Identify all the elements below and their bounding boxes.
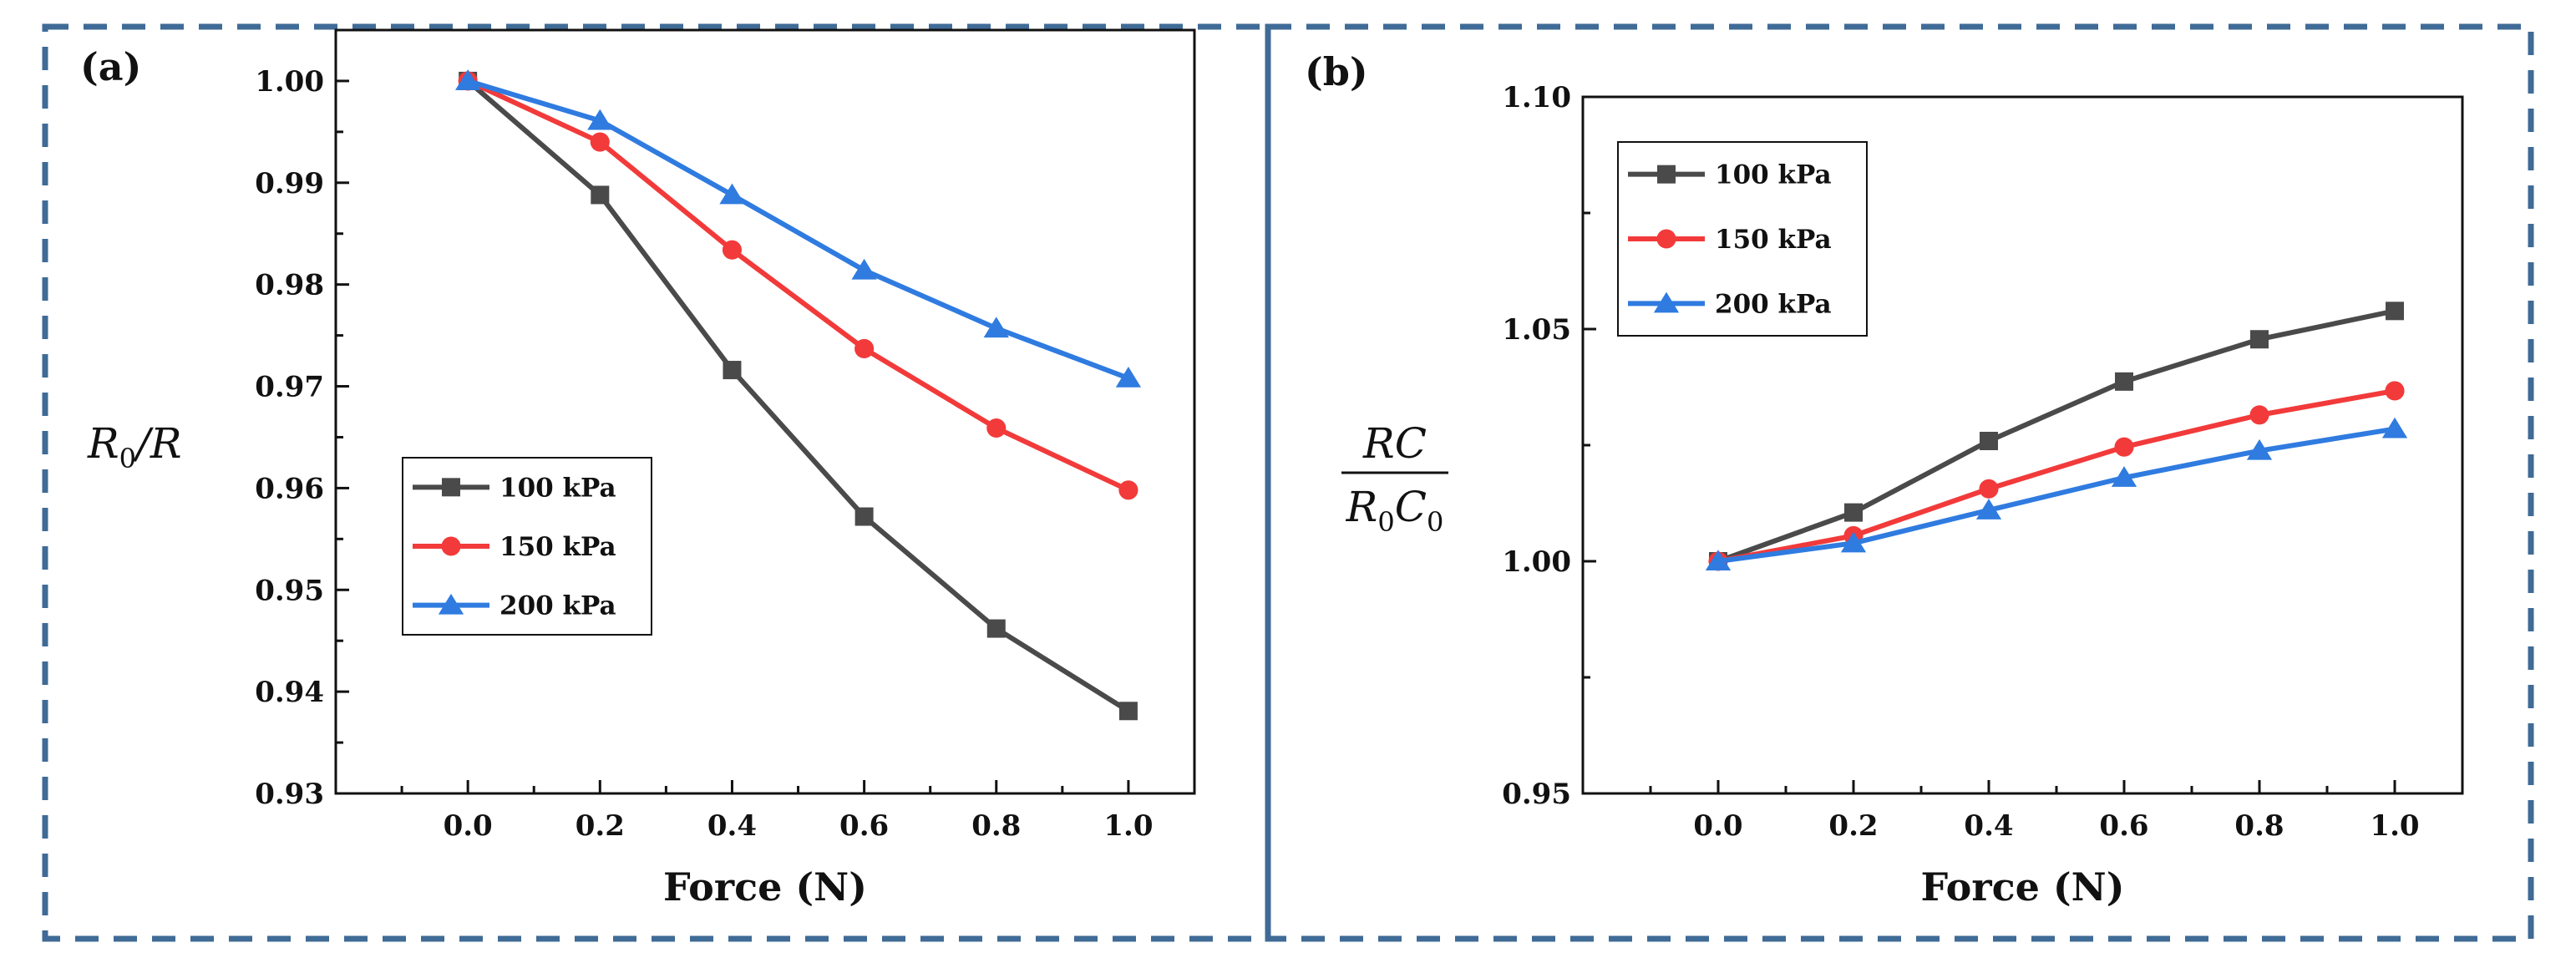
panel-a-legend: 100 kPa 150 kPa 200 kPa xyxy=(402,457,652,636)
panel-b-ylabel: RC R0C0 xyxy=(1341,419,1448,538)
panel-a-legend-marker xyxy=(441,536,461,556)
panel-b-data-point xyxy=(1705,550,1732,570)
panel-a-data-point xyxy=(854,507,874,526)
panel-a-data-point xyxy=(723,361,742,380)
svg-text:RC: RC xyxy=(1362,419,1427,468)
panel-a-series-line-150-kpa xyxy=(466,79,1130,493)
panel-b-data-point xyxy=(2386,302,2404,321)
panel-a-data-point xyxy=(986,619,1006,638)
panel-a-ytick-label: 0.99 xyxy=(255,167,324,200)
panel-a-xtick-label: 0.0 xyxy=(444,809,493,843)
panel-b-xtick-label: 0.2 xyxy=(1828,809,1878,843)
panel-b-series-line-100-kpa xyxy=(1716,308,2396,564)
panel-b-data-point xyxy=(1975,499,2002,519)
panel-b-series-line-150-kpa xyxy=(1717,388,2396,564)
panel-a-ytick-label: 0.93 xyxy=(255,778,324,811)
panel-a-data-point xyxy=(986,418,1007,438)
panel-a-data-point xyxy=(983,317,1009,338)
panel-a-data-point xyxy=(1118,480,1138,500)
panel-b-data-point xyxy=(2246,438,2273,460)
panel-a-data-point xyxy=(719,183,745,205)
panel-a-xtick-label: 0.2 xyxy=(576,809,625,843)
panel-a-ytick-label: 0.94 xyxy=(255,676,324,709)
panel-a-ytick-label: 0.96 xyxy=(255,472,324,505)
panel-a-legend-label: 100 kPa xyxy=(499,473,616,503)
panel-b-data-point xyxy=(2249,405,2269,425)
panel-a-series-line-200-kpa xyxy=(467,79,1129,381)
panel-b-xtick-label: 0.4 xyxy=(1964,809,2013,843)
panel-b-xtick-label: 0.6 xyxy=(2099,809,2148,843)
panel-b-frame xyxy=(1265,23,2534,942)
panel-a-legend-marker xyxy=(438,593,464,615)
panel-b-data-point xyxy=(2385,381,2405,401)
panel-a-xtick-label: 0.8 xyxy=(971,809,1021,843)
panel-b-series-line-200-kpa xyxy=(1717,426,2396,564)
panel-a-series-line-100-kpa xyxy=(466,79,1130,713)
panel-a-ytick-label: 1.00 xyxy=(255,65,324,99)
svg-text:R0C0: R0C0 xyxy=(1346,483,1444,538)
panel-b-xtick-label: 0.8 xyxy=(2234,809,2284,843)
panel-b-plot: 0.95 1.00 1.05 1.10 0.0 0.2 0.4 0.6 0.8 1.0 Force … xyxy=(1502,81,2464,910)
panel-b-xtick-label: 1.0 xyxy=(2370,809,2419,843)
panel-b-ytick-label: 1.05 xyxy=(1502,313,1571,347)
panel-a-ytick-label: 0.95 xyxy=(255,574,324,607)
panel-b-data-point xyxy=(2111,466,2137,487)
panel-b-data-point xyxy=(2250,330,2269,349)
panel-a-data-point xyxy=(722,240,743,260)
panel-a-xlabel: Force (N) xyxy=(663,864,867,910)
panel-b-xlabel: Force (N) xyxy=(1921,864,2125,910)
panel-a-legend-label: 200 kPa xyxy=(499,591,616,621)
panel-a-data-point xyxy=(851,258,877,280)
panel-a-data-point xyxy=(587,109,613,130)
panel-a-ylabel: R0/R xyxy=(87,419,182,474)
panel-b-data-point xyxy=(1844,503,1863,522)
panel-a-data-point xyxy=(1118,702,1138,721)
panel-b-ytick-label: 0.95 xyxy=(1502,778,1571,811)
panel-a-legend-marker xyxy=(442,478,460,497)
panel-b-data-point xyxy=(1840,531,1867,553)
panel-a-data-point xyxy=(455,69,481,90)
panel-a-ytick-label: 0.97 xyxy=(255,371,324,404)
panel-b-data-point xyxy=(2115,372,2133,391)
panel-a-frame xyxy=(42,23,1271,942)
panel-a-label: (a) xyxy=(80,44,141,89)
panel-b-legend: 100 kPa 150 kPa 200 kPa xyxy=(1617,141,1868,337)
panel-b-legend-label: 150 kPa xyxy=(1715,225,1832,255)
panel-a-xtick-label: 1.0 xyxy=(1103,809,1153,843)
panel-a-data-point xyxy=(591,185,610,205)
panel-a-plot: 0.93 0.94 0.95 0.96 0.97 0.98 0.99 1.00 0.0 0.2 0.… xyxy=(255,28,1196,910)
panel-a-data-point xyxy=(854,338,875,358)
panel-b-legend-label: 200 kPa xyxy=(1715,289,1832,319)
panel-b-legend-marker xyxy=(1653,291,1680,313)
panel-a-ytick-label: 0.98 xyxy=(255,269,324,302)
panel-b-ytick-label: 1.00 xyxy=(1502,545,1571,579)
panel-b-legend-marker xyxy=(1656,229,1676,249)
panel-b-xtick-label: 0.0 xyxy=(1693,809,1742,843)
panel-b-data-point xyxy=(1979,479,1999,499)
panel-b-legend-label: 100 kPa xyxy=(1715,160,1832,190)
panel-a-legend-label: 150 kPa xyxy=(499,532,616,562)
panel-b-legend-marker xyxy=(1657,165,1676,184)
panel-a-xtick-label: 0.6 xyxy=(839,809,889,843)
panel-a-xtick-label: 0.4 xyxy=(707,809,757,843)
panel-a-data-point xyxy=(590,132,610,152)
panel-a-plot-box xyxy=(334,28,1196,795)
panel-b-data-point xyxy=(2114,437,2134,457)
panel-b-data-point xyxy=(1980,431,1998,450)
panel-b-data-point xyxy=(2381,417,2408,438)
panel-b-label: (b) xyxy=(1305,49,1368,94)
panel-a-data-point xyxy=(1115,367,1142,388)
panel-b-ytick-label: 1.10 xyxy=(1502,81,1571,114)
